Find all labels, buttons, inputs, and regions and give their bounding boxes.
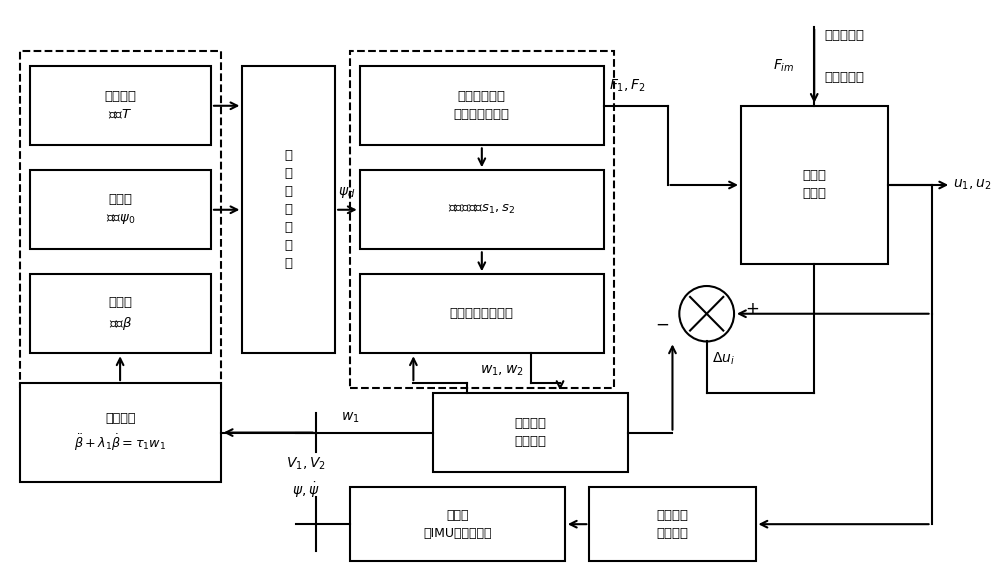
Text: 自适应滑模控制器: 自适应滑模控制器 xyxy=(450,307,514,320)
Text: 初始航
向角$\psi_0$: 初始航 向角$\psi_0$ xyxy=(106,193,135,226)
Text: $\psi, \dot{\psi}$: $\psi, \dot{\psi}$ xyxy=(292,480,320,500)
FancyBboxPatch shape xyxy=(350,51,614,388)
Text: $+$: $+$ xyxy=(745,300,759,318)
Text: 期望调头
时间$T$: 期望调头 时间$T$ xyxy=(105,90,137,122)
FancyBboxPatch shape xyxy=(30,170,211,249)
Text: 跟踪期望航向
角和侧移量需求: 跟踪期望航向 角和侧移量需求 xyxy=(454,90,510,121)
FancyBboxPatch shape xyxy=(589,487,756,561)
Text: $-$: $-$ xyxy=(655,315,669,333)
Text: $V_1, V_2$: $V_1, V_2$ xyxy=(286,456,326,472)
FancyBboxPatch shape xyxy=(741,106,888,264)
Text: $w_1, w_2$: $w_1, w_2$ xyxy=(480,364,523,378)
FancyBboxPatch shape xyxy=(20,383,221,482)
FancyBboxPatch shape xyxy=(360,66,604,145)
Text: 构
建
期
望
航
向
角: 构 建 期 望 航 向 角 xyxy=(285,149,293,270)
FancyBboxPatch shape xyxy=(20,51,221,388)
Text: 设计滑模面$s_1,s_2$: 设计滑模面$s_1,s_2$ xyxy=(448,203,515,216)
Text: 所能提供的: 所能提供的 xyxy=(824,29,864,41)
Text: 传感器
（IMU、编码器）: 传感器 （IMU、编码器） xyxy=(423,509,492,540)
Text: 二阶系统
$\ddot{\beta}+\lambda_1\dot{\beta}=\tau_1 w_1$: 二阶系统 $\ddot{\beta}+\lambda_1\dot{\beta}=… xyxy=(74,412,167,453)
Text: 防滑自适
应更新律: 防滑自适 应更新律 xyxy=(515,417,547,448)
Text: $\Delta u_i$: $\Delta u_i$ xyxy=(712,350,735,367)
Text: 控制输
入受限: 控制输 入受限 xyxy=(802,169,826,200)
FancyBboxPatch shape xyxy=(30,274,211,354)
FancyBboxPatch shape xyxy=(242,66,335,354)
FancyBboxPatch shape xyxy=(30,66,211,145)
FancyBboxPatch shape xyxy=(433,393,628,472)
Text: $w_1$: $w_1$ xyxy=(341,410,359,425)
FancyBboxPatch shape xyxy=(350,487,565,561)
Text: $\psi_d$: $\psi_d$ xyxy=(338,185,356,200)
Text: $F_1, F_2$: $F_1, F_2$ xyxy=(609,77,646,94)
FancyBboxPatch shape xyxy=(360,274,604,354)
Text: 最大牵引力: 最大牵引力 xyxy=(824,71,864,84)
Text: 混合型水
下机器人: 混合型水 下机器人 xyxy=(656,509,688,540)
Text: 自适应
变量$\beta$: 自适应 变量$\beta$ xyxy=(109,296,133,332)
Text: $F_{im}$: $F_{im}$ xyxy=(773,58,795,75)
Text: $u_1, u_2$: $u_1, u_2$ xyxy=(953,178,992,192)
FancyBboxPatch shape xyxy=(360,170,604,249)
